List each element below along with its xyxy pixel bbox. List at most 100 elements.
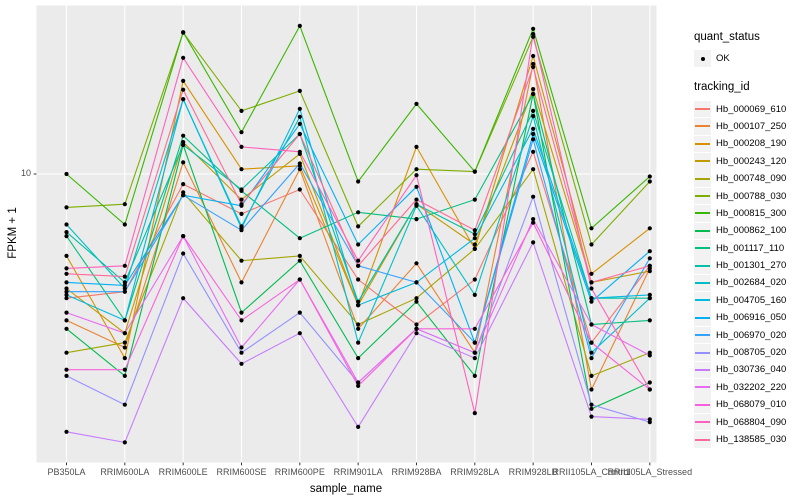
legend-item: Hb_008705_020 bbox=[694, 344, 800, 361]
legend-item-label: Hb_030736_040 bbox=[716, 364, 787, 376]
data-point bbox=[122, 331, 127, 336]
legend-item: Hb_000748_090 bbox=[694, 170, 800, 187]
legend-key-line bbox=[695, 264, 710, 267]
legend-item-label: Hb_006916_050 bbox=[716, 312, 787, 324]
data-point bbox=[531, 167, 536, 172]
data-point bbox=[589, 322, 594, 327]
data-point bbox=[647, 179, 652, 184]
data-point bbox=[472, 242, 477, 247]
legend-item: Hb_001117_110 bbox=[694, 239, 800, 257]
data-point bbox=[64, 429, 69, 434]
data-point bbox=[356, 326, 361, 331]
legend-item-label: Hb_000748_090 bbox=[716, 173, 787, 185]
data-point bbox=[297, 121, 302, 126]
x-tick-label: RRII105LA_Control bbox=[552, 467, 631, 477]
data-point bbox=[297, 88, 302, 93]
data-point bbox=[356, 258, 361, 263]
legend-item-label: Hb_008705_020 bbox=[716, 347, 787, 359]
data-point bbox=[356, 224, 361, 229]
data-point bbox=[122, 280, 127, 285]
legend-item-label: Hb_002684_020 bbox=[716, 277, 787, 289]
data-point bbox=[64, 367, 69, 372]
data-point bbox=[647, 249, 652, 254]
data-point bbox=[472, 197, 477, 202]
data-point bbox=[64, 373, 69, 378]
data-point bbox=[531, 108, 536, 113]
data-point bbox=[239, 310, 244, 315]
data-point bbox=[589, 286, 594, 291]
data-point bbox=[414, 184, 419, 189]
legend-key-line bbox=[695, 125, 710, 128]
data-point bbox=[64, 296, 69, 301]
data-point bbox=[356, 356, 361, 361]
data-point bbox=[239, 350, 244, 355]
data-point bbox=[647, 263, 652, 268]
data-point bbox=[181, 97, 186, 102]
legend-item-label: Hb_138585_030 bbox=[716, 434, 787, 445]
data-point bbox=[414, 331, 419, 336]
legend-key-line bbox=[695, 386, 710, 389]
legend-key-box bbox=[694, 205, 711, 222]
legend-item-label: Hb_000815_300 bbox=[716, 207, 787, 219]
x-axis-title: sample_name bbox=[309, 483, 383, 495]
legend-key-line bbox=[695, 316, 710, 319]
data-point bbox=[414, 261, 419, 266]
data-point bbox=[356, 179, 361, 184]
y-axis-title: FPKM + 1 bbox=[7, 207, 19, 259]
data-point bbox=[356, 277, 361, 282]
data-point bbox=[356, 380, 361, 385]
data-point bbox=[589, 356, 594, 361]
data-point bbox=[64, 326, 69, 331]
legend-key-line bbox=[695, 368, 710, 371]
data-point bbox=[589, 350, 594, 355]
legend-key-box bbox=[694, 100, 711, 118]
data-point bbox=[356, 263, 361, 268]
data-point bbox=[297, 114, 302, 119]
legend-key-box bbox=[694, 152, 711, 170]
data-point bbox=[239, 197, 244, 202]
legend-item-label: Hb_000862_100 bbox=[716, 225, 787, 237]
data-point bbox=[356, 424, 361, 429]
legend-item: Hb_000069_610 bbox=[694, 100, 800, 118]
data-point bbox=[647, 387, 652, 392]
data-point bbox=[589, 226, 594, 231]
data-point bbox=[531, 131, 536, 137]
data-point bbox=[64, 286, 69, 291]
data-point bbox=[531, 53, 536, 59]
legend-item-label: Hb_000069_610 bbox=[716, 103, 787, 115]
legend-key-box bbox=[694, 274, 711, 292]
legend-item-label: OK bbox=[716, 53, 730, 65]
data-point bbox=[122, 202, 127, 207]
data-point bbox=[297, 253, 302, 258]
data-point bbox=[531, 126, 536, 131]
data-point bbox=[647, 256, 652, 261]
legend-item: Hb_002684_020 bbox=[694, 274, 800, 292]
data-point bbox=[472, 292, 477, 297]
data-point bbox=[181, 78, 186, 83]
data-point bbox=[122, 318, 127, 323]
data-point bbox=[181, 133, 186, 138]
legend-item: Hb_000815_300 bbox=[694, 205, 800, 222]
data-point bbox=[181, 234, 186, 239]
x-tick-label: RRII105LA_Stressed bbox=[607, 467, 693, 477]
data-point bbox=[472, 340, 477, 345]
legend-key-line bbox=[695, 299, 710, 302]
data-point bbox=[64, 292, 69, 297]
data-point bbox=[589, 242, 594, 247]
data-point bbox=[589, 414, 594, 419]
data-point bbox=[239, 280, 244, 285]
legend-item: Hb_000208_190 bbox=[694, 135, 800, 153]
x-axis-tick-labels: PB350LA RRIM600LA RRIM600LE RRIM600SE RRIM60… bbox=[0, 467, 800, 481]
data-point bbox=[531, 240, 536, 245]
x-tick-label: RRIM928LB bbox=[508, 467, 558, 477]
legend-key-box bbox=[694, 292, 711, 309]
data-point bbox=[414, 101, 419, 106]
data-point bbox=[531, 217, 536, 222]
data-point bbox=[414, 296, 419, 301]
legend-key-line bbox=[695, 403, 710, 406]
data-point bbox=[356, 340, 361, 345]
data-point bbox=[531, 114, 536, 119]
data-point bbox=[122, 340, 127, 345]
legend-key-box bbox=[694, 50, 711, 67]
